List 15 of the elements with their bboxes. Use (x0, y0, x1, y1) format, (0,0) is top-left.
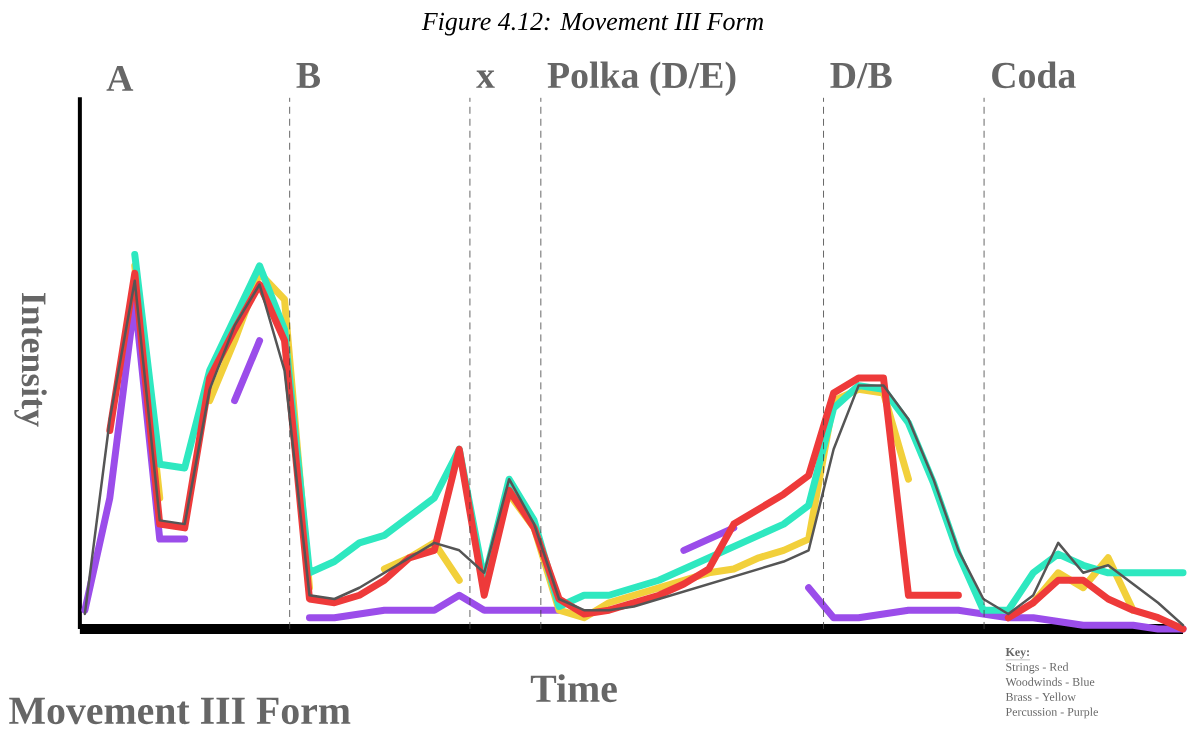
text: Percussion - Purple (1005, 707, 1098, 719)
text: Woodwinds - Blue (1005, 677, 1095, 687)
text: Strings - Red (1006, 662, 1069, 674)
chart-title: Figure 4.12: Movement III Form (421, 12, 764, 36)
text: D/B (830, 63, 892, 89)
text: Movement III Form (9, 697, 351, 725)
text: x (476, 70, 495, 88)
text: Key: (1005, 648, 1029, 659)
text: B (296, 63, 321, 89)
x-axis-title: Time (530, 674, 617, 703)
text: A (106, 65, 134, 91)
text: Polka (D/E) (547, 61, 736, 96)
text: Brass - Yellow (1005, 692, 1076, 702)
text: Coda (992, 61, 1076, 89)
y-axis-title: Intensity (14, 293, 47, 427)
